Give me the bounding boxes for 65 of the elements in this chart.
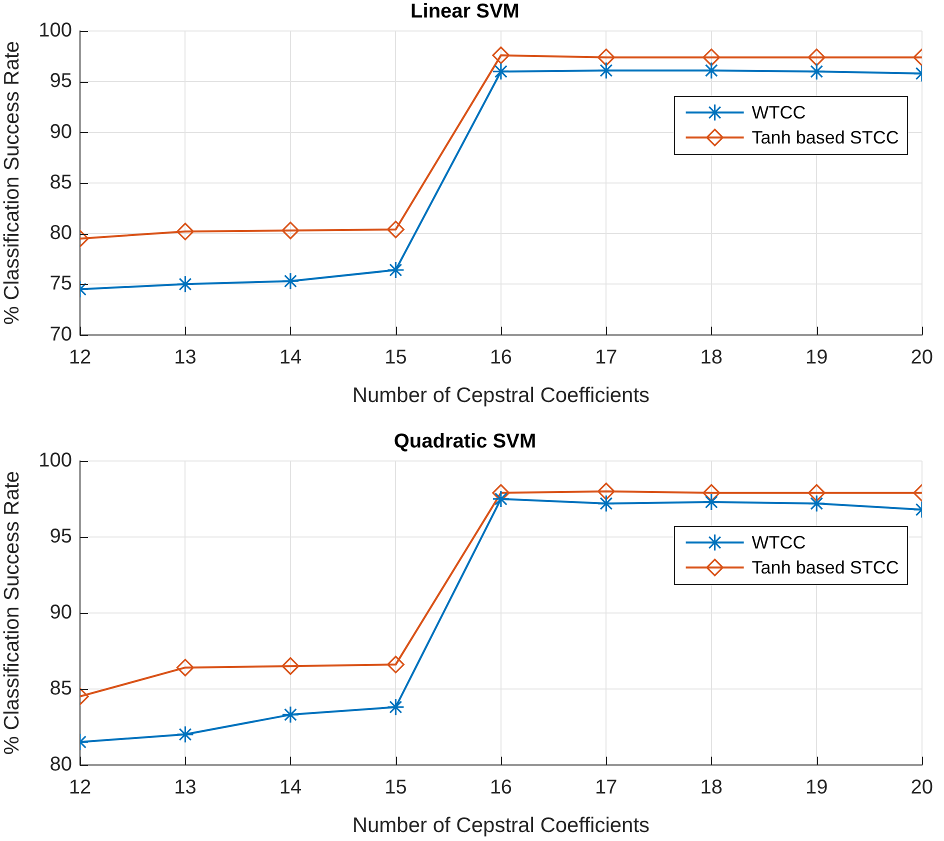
y-tick-label: 80 [50,753,72,776]
y-tick-label: 85 [50,171,72,194]
point [282,657,300,675]
x-tick-label: 17 [595,346,618,368]
point [176,222,194,240]
x-tick-label: 20 [910,346,933,368]
x-tick-label: 17 [595,776,618,798]
x-tick-label: 13 [174,346,196,368]
y-tick-label: 90 [50,601,72,624]
x-axis-title: Number of Cepstral Coefficients [352,814,650,838]
point [386,220,405,238]
y-tick-label: 95 [50,525,72,548]
point [492,62,510,80]
x-tick-label: 16 [490,346,512,368]
point [808,62,826,80]
point [176,275,194,293]
point [702,493,720,511]
point [282,272,300,290]
point [386,261,405,279]
x-tick-label: 19 [806,346,828,368]
point [176,658,194,676]
point [386,698,405,716]
y-tick-label: 100 [38,20,72,42]
legend-label: WTCC [752,532,806,552]
x-tick-label: 15 [384,346,407,368]
point [808,494,826,512]
legend-label: Tanh based STCC [752,557,899,578]
point [808,48,826,66]
point [176,726,194,744]
point [597,482,615,500]
x-axis-title: Number of Cepstral Coefficients [352,384,650,408]
legend-label: Tanh based STCC [752,127,899,148]
point [597,494,615,512]
x-tick-label: 14 [279,346,302,368]
y-tick-label: 90 [50,120,72,143]
y-tick-label: 75 [50,272,72,295]
x-tick-label: 16 [490,776,512,798]
point [597,48,615,66]
point [386,656,405,674]
y-axis-title: % Classification Success Rate [0,41,24,325]
x-tick-label: 14 [279,776,302,798]
x-tick-label: 12 [68,346,92,368]
chart-title: Quadratic SVM [394,430,536,453]
legend-label: WTCC [752,102,806,122]
y-axis-title: % Classification Success Rate [0,471,24,755]
x-tick-label: 19 [806,776,828,798]
x-tick-label: 15 [384,776,407,798]
y-tick-label: 70 [50,323,72,346]
point [282,222,300,240]
y-tick-label: 85 [50,677,72,700]
y-tick-label: 80 [50,222,72,244]
x-tick-label: 20 [910,776,933,798]
x-tick-label: 13 [174,776,196,798]
point [702,484,720,502]
x-tick-label: 12 [68,776,92,798]
point [492,46,510,64]
chart-title: Linear SVM [410,0,520,23]
point [702,48,720,66]
y-tick-label: 100 [38,450,72,472]
point [282,706,300,724]
point [492,490,510,508]
point [808,484,826,502]
y-tick-label: 95 [50,70,72,92]
x-tick-label: 18 [700,346,723,368]
x-tick-label: 18 [700,776,723,798]
